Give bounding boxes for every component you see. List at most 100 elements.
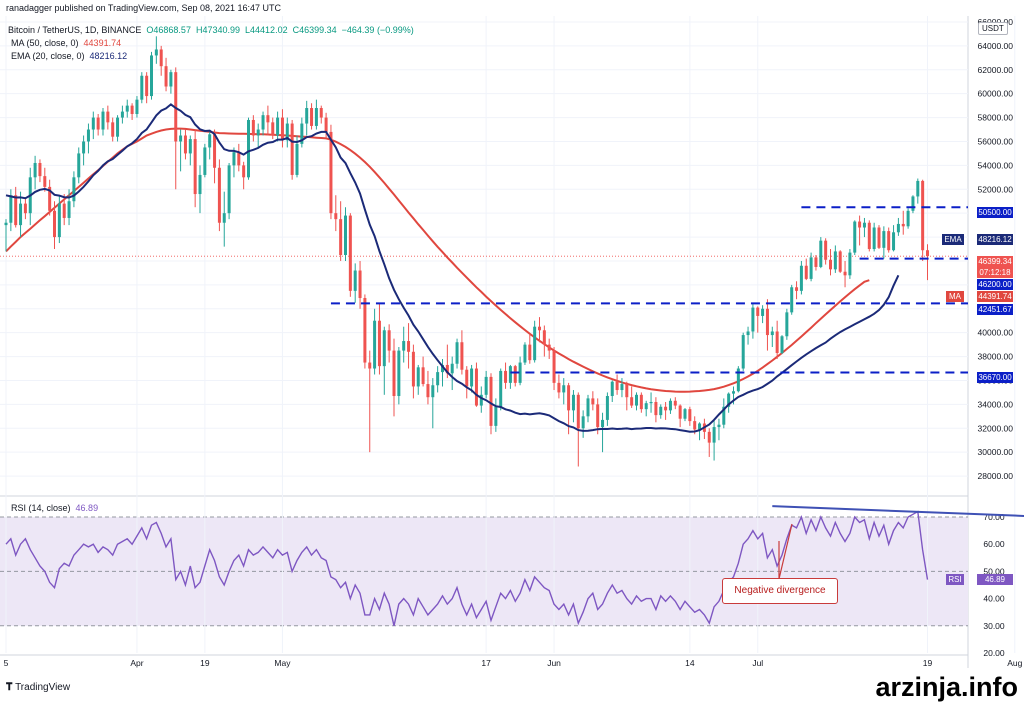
ema-legend-label: EMA (20, close, 0) (11, 51, 85, 61)
candle-body (436, 372, 440, 386)
candle-body (542, 330, 546, 345)
candle-body (251, 119, 255, 136)
candle-body (848, 252, 852, 276)
ma-legend-value: 44391.74 (83, 38, 122, 48)
candle-body (882, 231, 886, 248)
ma-legend[interactable]: MA (50, close, 0) 44391.74 (11, 38, 121, 48)
candle-body (324, 117, 328, 132)
candle-body (470, 368, 474, 387)
candle-body (887, 231, 891, 251)
candle-body (19, 203, 23, 226)
candle-body (387, 330, 391, 351)
level-layer (330, 206, 968, 374)
candle-body (4, 222, 8, 226)
candle-body (382, 330, 386, 367)
candle-body (460, 342, 464, 370)
candle-body (23, 203, 27, 214)
candle-body (906, 210, 910, 227)
candle-body (96, 117, 100, 130)
candle-body (921, 180, 925, 251)
candle-body (775, 331, 779, 353)
candle-body (285, 123, 289, 141)
candle-body (673, 400, 677, 406)
candle-body (504, 370, 508, 383)
candle-body (872, 227, 876, 250)
candle-body (213, 134, 217, 168)
level-tag-36670: 36670.00 (977, 372, 1013, 383)
candle-body (179, 135, 183, 142)
price-tick-label: 32000.00 (978, 423, 1014, 433)
candle-body (586, 398, 590, 417)
candle-body (615, 381, 619, 391)
candle-body (266, 115, 270, 123)
candle-body (135, 99, 139, 114)
ema-layer (5, 103, 900, 433)
watermark: arzinja.info (875, 672, 1018, 702)
price-tick-label: 40000.00 (978, 328, 1014, 338)
candle-body (746, 331, 750, 336)
rsi-price-tag: 46.89 (977, 574, 1013, 585)
price-tick-label: 34000.00 (978, 399, 1014, 409)
candle-body (557, 382, 561, 393)
time-tick-label: 14 (685, 658, 695, 668)
currency-button[interactable]: USDT (978, 22, 1008, 35)
candle-body (9, 195, 13, 223)
candle-body (271, 122, 275, 136)
rsi-layer (5, 510, 929, 626)
candle-body (591, 398, 595, 405)
tradingview-footer: 𝐓 TradingView (6, 682, 70, 693)
candle-body (86, 129, 90, 142)
time-tick-label: 19 (923, 658, 933, 668)
candle-body (145, 75, 149, 97)
candle-body (727, 393, 731, 407)
candle-body (722, 406, 726, 425)
candle-body (227, 165, 231, 214)
ma-badge: MA (946, 291, 964, 302)
candle-body (193, 139, 197, 195)
ema-legend[interactable]: EMA (20, close, 0) 48216.12 (11, 51, 127, 61)
candle-body (348, 215, 352, 291)
candle-body (159, 49, 163, 67)
candle-body (926, 250, 929, 257)
candle-body (571, 394, 575, 411)
candle-body (154, 49, 158, 56)
candle-body (780, 336, 784, 353)
candle-body (130, 105, 134, 114)
candle-body (795, 287, 799, 291)
candle-body (693, 421, 697, 430)
candle-body (237, 152, 241, 166)
price-tick-label: 30000.00 (978, 447, 1014, 457)
candle-body (397, 350, 401, 397)
ohlc-low: L44412.02 (245, 25, 288, 35)
candle-body (208, 134, 212, 148)
candle-body (649, 401, 653, 404)
candle-body (43, 176, 47, 187)
candle-body (120, 111, 124, 118)
candle-body (353, 270, 357, 291)
candle-body (630, 397, 634, 406)
rsi-legend[interactable]: RSI (14, close) 46.89 (11, 503, 98, 513)
candle-body (150, 55, 153, 97)
candle-body (843, 271, 847, 276)
footer-text: TradingView (15, 682, 71, 693)
candle-body (314, 108, 318, 126)
candle-body (678, 405, 682, 419)
rsi-tick-label: 70.00 (983, 512, 1005, 522)
candle-body (508, 366, 512, 383)
price-tick-label: 62000.00 (978, 65, 1014, 75)
divergence-trendline (772, 505, 1024, 517)
rsi-tick-label: 30.00 (983, 621, 1005, 631)
price-tick-label: 52000.00 (978, 184, 1014, 194)
tradingview-logo-icon: 𝐓 (6, 682, 13, 693)
candle-body (247, 119, 250, 178)
candle-body (198, 174, 202, 195)
rsi-badge: RSI (946, 574, 964, 585)
divergence-pointer (778, 523, 793, 580)
price-tick-label: 60000.00 (978, 89, 1014, 99)
ema-legend-value: 48216.12 (89, 51, 128, 61)
candle-body (33, 162, 37, 178)
candle-body (518, 362, 522, 383)
candle-body (829, 259, 832, 270)
candle-body (644, 403, 648, 410)
